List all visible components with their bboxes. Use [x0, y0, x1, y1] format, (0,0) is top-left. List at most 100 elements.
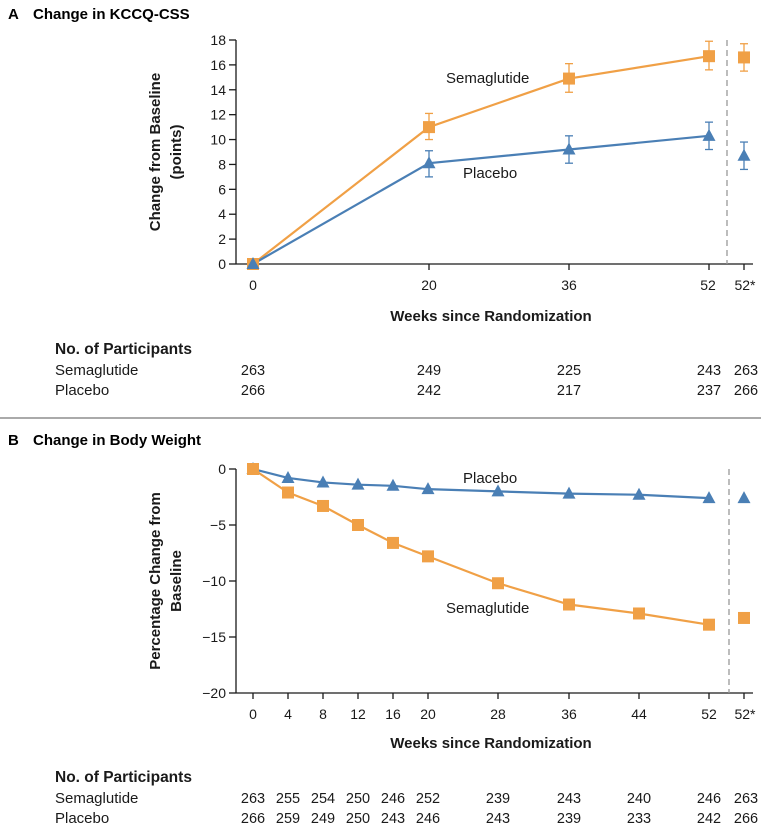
semaglutide-line — [252, 468, 710, 626]
y-axis-label-line1: Change from Baseline — [147, 73, 164, 231]
placebo-point — [281, 470, 295, 483]
y-tick-label: −10 — [202, 573, 226, 589]
participants-count: 237 — [697, 383, 721, 399]
x-tick-label: 36 — [561, 706, 577, 722]
semaglutide-point — [423, 121, 435, 134]
participants-count: 233 — [627, 811, 651, 827]
participants-header: No. of Participants — [55, 769, 192, 786]
x-tick-label: 52 — [701, 706, 717, 722]
participants-count: 266 — [241, 811, 265, 827]
x-tick-label: 44 — [631, 706, 647, 722]
plot-a: 0 2 4 6 8 10 12 14 16 18 0 20 36 52 52* Change from Bas… — [55, 32, 758, 399]
placebo-series-label: Placebo — [463, 470, 517, 487]
placebo-point — [702, 128, 716, 141]
y-tick-label: 0 — [218, 461, 226, 477]
participants-count: 250 — [346, 811, 370, 827]
x-tick-label: 36 — [561, 277, 577, 293]
participants-count: 263 — [734, 363, 758, 379]
y-tick-label: 14 — [210, 82, 226, 98]
participants-count: 249 — [311, 811, 335, 827]
participants-count: 243 — [381, 811, 405, 827]
placebo-52star-point — [737, 148, 751, 161]
y-tick-label: −15 — [202, 629, 226, 645]
x-axis-label: Weeks since Randomization — [390, 735, 591, 752]
y-tick-label: 6 — [218, 181, 226, 197]
participants-count: 240 — [627, 791, 651, 807]
x-tick-label: 20 — [420, 706, 436, 722]
semaglutide-point — [352, 519, 364, 531]
y-tick-label: −20 — [202, 685, 226, 701]
placebo-line — [252, 467, 710, 500]
y-tick-label: −5 — [210, 517, 226, 533]
y-axis-label-line2: Baseline — [168, 550, 185, 612]
placebo-line — [252, 134, 710, 265]
placebo-point — [422, 156, 436, 169]
participants-count: 239 — [557, 811, 581, 827]
y-tick-label: 12 — [210, 107, 226, 123]
placebo-point — [632, 487, 646, 500]
placebo-point — [316, 475, 330, 488]
participants-count: 239 — [486, 791, 510, 807]
y-axis-label-line1: Percentage Change from — [147, 492, 164, 670]
x-axis-label: Weeks since Randomization — [390, 308, 591, 325]
participants-count: 243 — [697, 363, 721, 379]
y-axis-label: Percentage Change from Baseline — [147, 492, 185, 670]
x-tick-label: 28 — [490, 706, 506, 722]
x-tick-label: 4 — [284, 706, 292, 722]
semaglutide-point — [563, 72, 575, 85]
semaglutide-52star-point — [738, 51, 750, 64]
y-tick-label: 16 — [210, 57, 226, 73]
placebo-point — [246, 257, 260, 269]
y-axis-label: Change from Baseline (points) — [147, 73, 185, 231]
participants-header: No. of Participants — [55, 341, 192, 358]
semaglutide-point — [633, 607, 645, 620]
participants-row-label: Semaglutide — [55, 362, 138, 379]
participants-row-label: Placebo — [55, 382, 109, 399]
semaglutide-point — [492, 577, 504, 590]
participants-row-label: Semaglutide — [55, 790, 138, 807]
placebo-point — [491, 484, 505, 497]
participants-count: 246 — [416, 811, 440, 827]
semaglutide-point — [317, 499, 329, 512]
participants-count: 252 — [416, 791, 440, 807]
placebo-52star-point — [737, 491, 751, 504]
x-tick-label: 52* — [734, 277, 756, 293]
y-tick-label: 8 — [218, 156, 226, 172]
participants-count: 249 — [417, 363, 441, 379]
participants-count: 243 — [486, 811, 510, 827]
semaglutide-point — [703, 50, 715, 63]
participants-row-label: Placebo — [55, 810, 109, 827]
y-tick-label: 18 — [210, 32, 226, 48]
plot-b: 0 −5 −10 −15 −20 0 4 8 12 16 20 28 36 44 52 52* Percenta… — [55, 461, 758, 827]
semaglutide-point — [563, 598, 575, 611]
participants-count: 250 — [346, 791, 370, 807]
participants-count: 246 — [381, 791, 405, 807]
x-tick-label: 52* — [734, 706, 756, 722]
participants-count: 266 — [734, 383, 758, 399]
placebo-point — [351, 477, 365, 490]
x-tick-label: 12 — [350, 706, 366, 722]
x-tick-label: 20 — [421, 277, 437, 293]
participants-count: 254 — [311, 791, 335, 807]
semaglutide-point — [422, 550, 434, 563]
semaglutide-point — [282, 486, 294, 499]
y-tick-label: 0 — [218, 256, 226, 272]
semaglutide-series-label: Semaglutide — [446, 70, 529, 87]
x-tick-label: 16 — [385, 706, 401, 722]
participants-count: 242 — [417, 383, 441, 399]
y-tick-label: 4 — [218, 206, 226, 222]
participants-count: 255 — [276, 791, 300, 807]
x-tick-label: 0 — [249, 277, 257, 293]
participants-count: 259 — [276, 811, 300, 827]
semaglutide-series-label: Semaglutide — [446, 600, 529, 617]
x-tick-label: 52 — [700, 277, 716, 293]
participants-count: 266 — [734, 811, 758, 827]
semaglutide-52star-point — [738, 611, 750, 624]
x-tick-label: 0 — [249, 706, 257, 722]
placebo-point — [702, 491, 716, 504]
participants-count: 243 — [557, 791, 581, 807]
semaglutide-point — [703, 618, 715, 631]
participants-count: 217 — [557, 383, 581, 399]
semaglutide-line — [252, 55, 710, 265]
